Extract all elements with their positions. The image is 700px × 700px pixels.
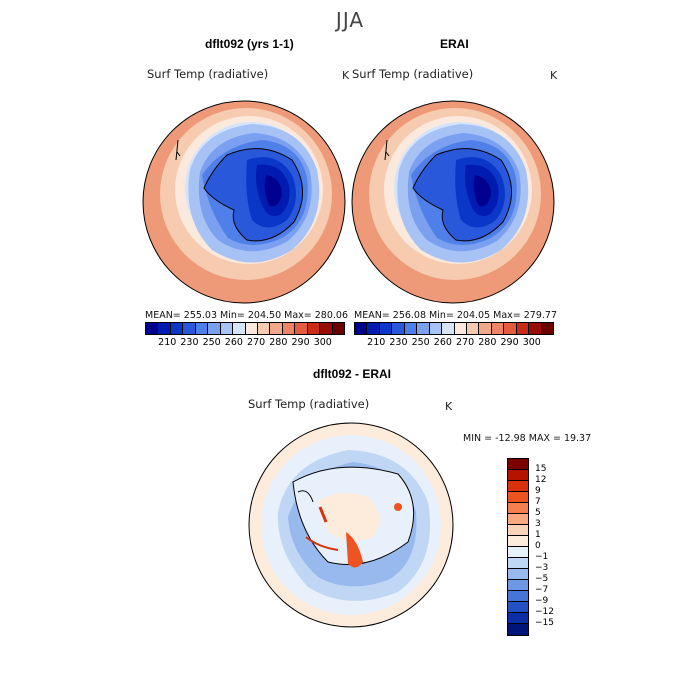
panel-1-colorbar-swatch	[307, 323, 321, 334]
panel-2-colorbar-tick-label: 290	[500, 337, 519, 348]
panel-3-colorbar-swatch	[508, 481, 528, 492]
panel-1-colorbar-swatch	[295, 323, 308, 334]
panel-3-variable: Surf Temp (radiative)	[248, 397, 370, 411]
panel-2-colorbar-swatch	[392, 323, 405, 334]
panel-2-colorbar-swatch	[404, 323, 418, 334]
panel-3-colorbar-swatch	[508, 613, 528, 624]
panel-3-colorbar-tick-label: −9	[535, 596, 549, 606]
panel-3-colorbar-swatch	[508, 547, 528, 558]
panel-2-colorbar-swatch	[442, 323, 455, 334]
panel-3-colorbar-tick-label: −12	[535, 607, 554, 617]
panel-2-colorbar-swatch	[504, 323, 517, 334]
panel-3-colorbar-swatch	[508, 569, 528, 580]
panel-2-stats: MEAN= 256.08 Min= 204.05 Max= 279.77	[354, 310, 558, 321]
panel-3-colorbar-tick-label: 7	[535, 497, 541, 507]
panel-2-colorbar-tick-label: 210	[367, 337, 386, 348]
panel-2-colorbar: 210 230 250 260 270 280 290 300	[354, 322, 554, 349]
panel-1-colorbar-swatch	[233, 323, 246, 334]
panel-2-colorbar-swatch	[541, 323, 553, 334]
panel-2-colorbar-tick-label: 250	[411, 337, 430, 348]
panel-1-colorbar-tick-label: 280	[269, 337, 288, 348]
panel-1-colorbar-tick-label: 260	[224, 337, 243, 348]
panel-2-colorbar-swatch	[516, 323, 530, 334]
panel-3-colorbar-tick-label: 3	[535, 519, 541, 529]
panel-2-colorbar-swatch	[529, 323, 542, 334]
panel-2-colorbar-swatch	[367, 323, 380, 334]
panel-3-colorbar-tick-label: −3	[535, 563, 549, 573]
panel-1-colorbar-tick-label: 230	[180, 337, 199, 348]
panel-1-colorbar: 210 230 250 260 270 280 290 300	[145, 322, 345, 349]
panel-1-colorbar-tick-label: 300	[313, 337, 332, 348]
panel-3-colorbar-swatch	[508, 591, 528, 602]
panel-3-units: K	[445, 400, 453, 413]
panel-1-colorbar-swatch	[332, 323, 344, 334]
panel-3-colorbar-swatch	[508, 525, 528, 536]
panel-2-colorbar-swatch	[491, 323, 505, 334]
panel-1-colorbar-swatch	[245, 323, 258, 334]
panel-3-colorbar-tick-label: −1	[535, 552, 549, 562]
panel-3-colorbar-labels: 15 12 9 7 5 3 1 0 −1 −3 −5 −7 −9 −12 −15	[535, 458, 575, 628]
panel-1-colorbar-swatch	[257, 323, 271, 334]
panel-3-colorbar-tick-label: 0	[535, 541, 541, 551]
panel-1-colorbar-swatch	[146, 323, 159, 334]
panel-3-colorbar-tick-label: 1	[535, 530, 541, 540]
panel-3-colorbar-tick-label: 5	[535, 508, 541, 518]
panel-1-colorbar-swatch	[220, 323, 234, 334]
panel-3-colorbar-tick-label: 12	[535, 475, 547, 485]
panel-1-colorbar-tick-label: 210	[158, 337, 177, 348]
panel-2-colorbar-swatch	[379, 323, 393, 334]
panel-2-colorbar-swatch	[479, 323, 492, 334]
panel-2-colorbar-swatch	[429, 323, 443, 334]
season-title: JJA	[335, 8, 365, 32]
panel-2-colorbar-tick-label: 270	[456, 337, 475, 348]
panel-2-colorbar-swatch	[466, 323, 480, 334]
panel-3-colorbar-swatch	[508, 459, 528, 470]
panel-2-colorbar-tick-label: 260	[433, 337, 452, 348]
panel-3-colorbar-swatch	[508, 602, 528, 613]
panel-2-polar-map	[351, 100, 555, 304]
panel-3-colorbar-swatch	[508, 514, 528, 525]
panel-2-colorbar-tick-label: 300	[522, 337, 541, 348]
panel-1-title: dflt092 (yrs 1-1)	[205, 37, 294, 51]
panel-2-colorbar-swatch	[417, 323, 430, 334]
panel-2-colorbar-swatch	[355, 323, 368, 334]
panel-3-colorbar-swatch	[508, 503, 528, 514]
panel-3-colorbar-swatch	[508, 470, 528, 481]
panel-1-colorbar-swatch	[158, 323, 171, 334]
panel-2-units: K	[550, 69, 558, 82]
panel-1-variable: Surf Temp (radiative)	[147, 67, 269, 81]
panel-1-colorbar-swatch	[183, 323, 196, 334]
panel-3-colorbar	[507, 458, 529, 636]
panel-3-polar-map	[248, 422, 454, 628]
panel-3-stats: MIN = -12.98 MAX = 19.37	[463, 433, 592, 444]
panel-1-colorbar-swatch	[320, 323, 333, 334]
panel-1-colorbar-swatch	[208, 323, 221, 334]
panel-3-colorbar-swatch	[508, 492, 528, 503]
panel-2-variable: Surf Temp (radiative)	[352, 67, 474, 81]
panel-3-colorbar-swatch	[508, 624, 528, 635]
panel-1-colorbar-swatch	[195, 323, 209, 334]
panel-1-stats: MEAN= 255.03 Min= 204.50 Max= 280.06	[145, 310, 349, 321]
panel-1-colorbar-swatch	[270, 323, 283, 334]
panel-1-polar-map	[142, 100, 346, 304]
panel-1-colorbar-tick-label: 270	[247, 337, 266, 348]
panel-3-colorbar-swatch	[508, 558, 528, 569]
panel-2-colorbar-swatch	[454, 323, 467, 334]
panel-3-colorbar-tick-label: 9	[535, 486, 541, 496]
panel-2-colorbar-tick-label: 280	[478, 337, 497, 348]
panel-3-colorbar-tick-label: −5	[535, 574, 549, 584]
panel-3-colorbar-tick-label: 15	[535, 464, 547, 474]
panel-1-colorbar-tick-label: 250	[202, 337, 221, 348]
panel-3-colorbar-tick-label: −15	[535, 618, 554, 628]
panel-3-colorbar-swatch	[508, 536, 528, 547]
panel-1-colorbar-swatch	[170, 323, 184, 334]
panel-1-colorbar-tick-label: 290	[291, 337, 310, 348]
panel-2-title: ERAI	[440, 37, 469, 51]
panel-2-colorbar-tick-label: 230	[389, 337, 408, 348]
panel-1-units: K	[342, 69, 350, 82]
panel-3-title: dflt092 - ERAI	[313, 367, 392, 381]
panel-3-colorbar-swatch	[508, 580, 528, 591]
panel-1-colorbar-swatch	[282, 323, 296, 334]
panel-3-colorbar-tick-label: −7	[535, 585, 549, 595]
